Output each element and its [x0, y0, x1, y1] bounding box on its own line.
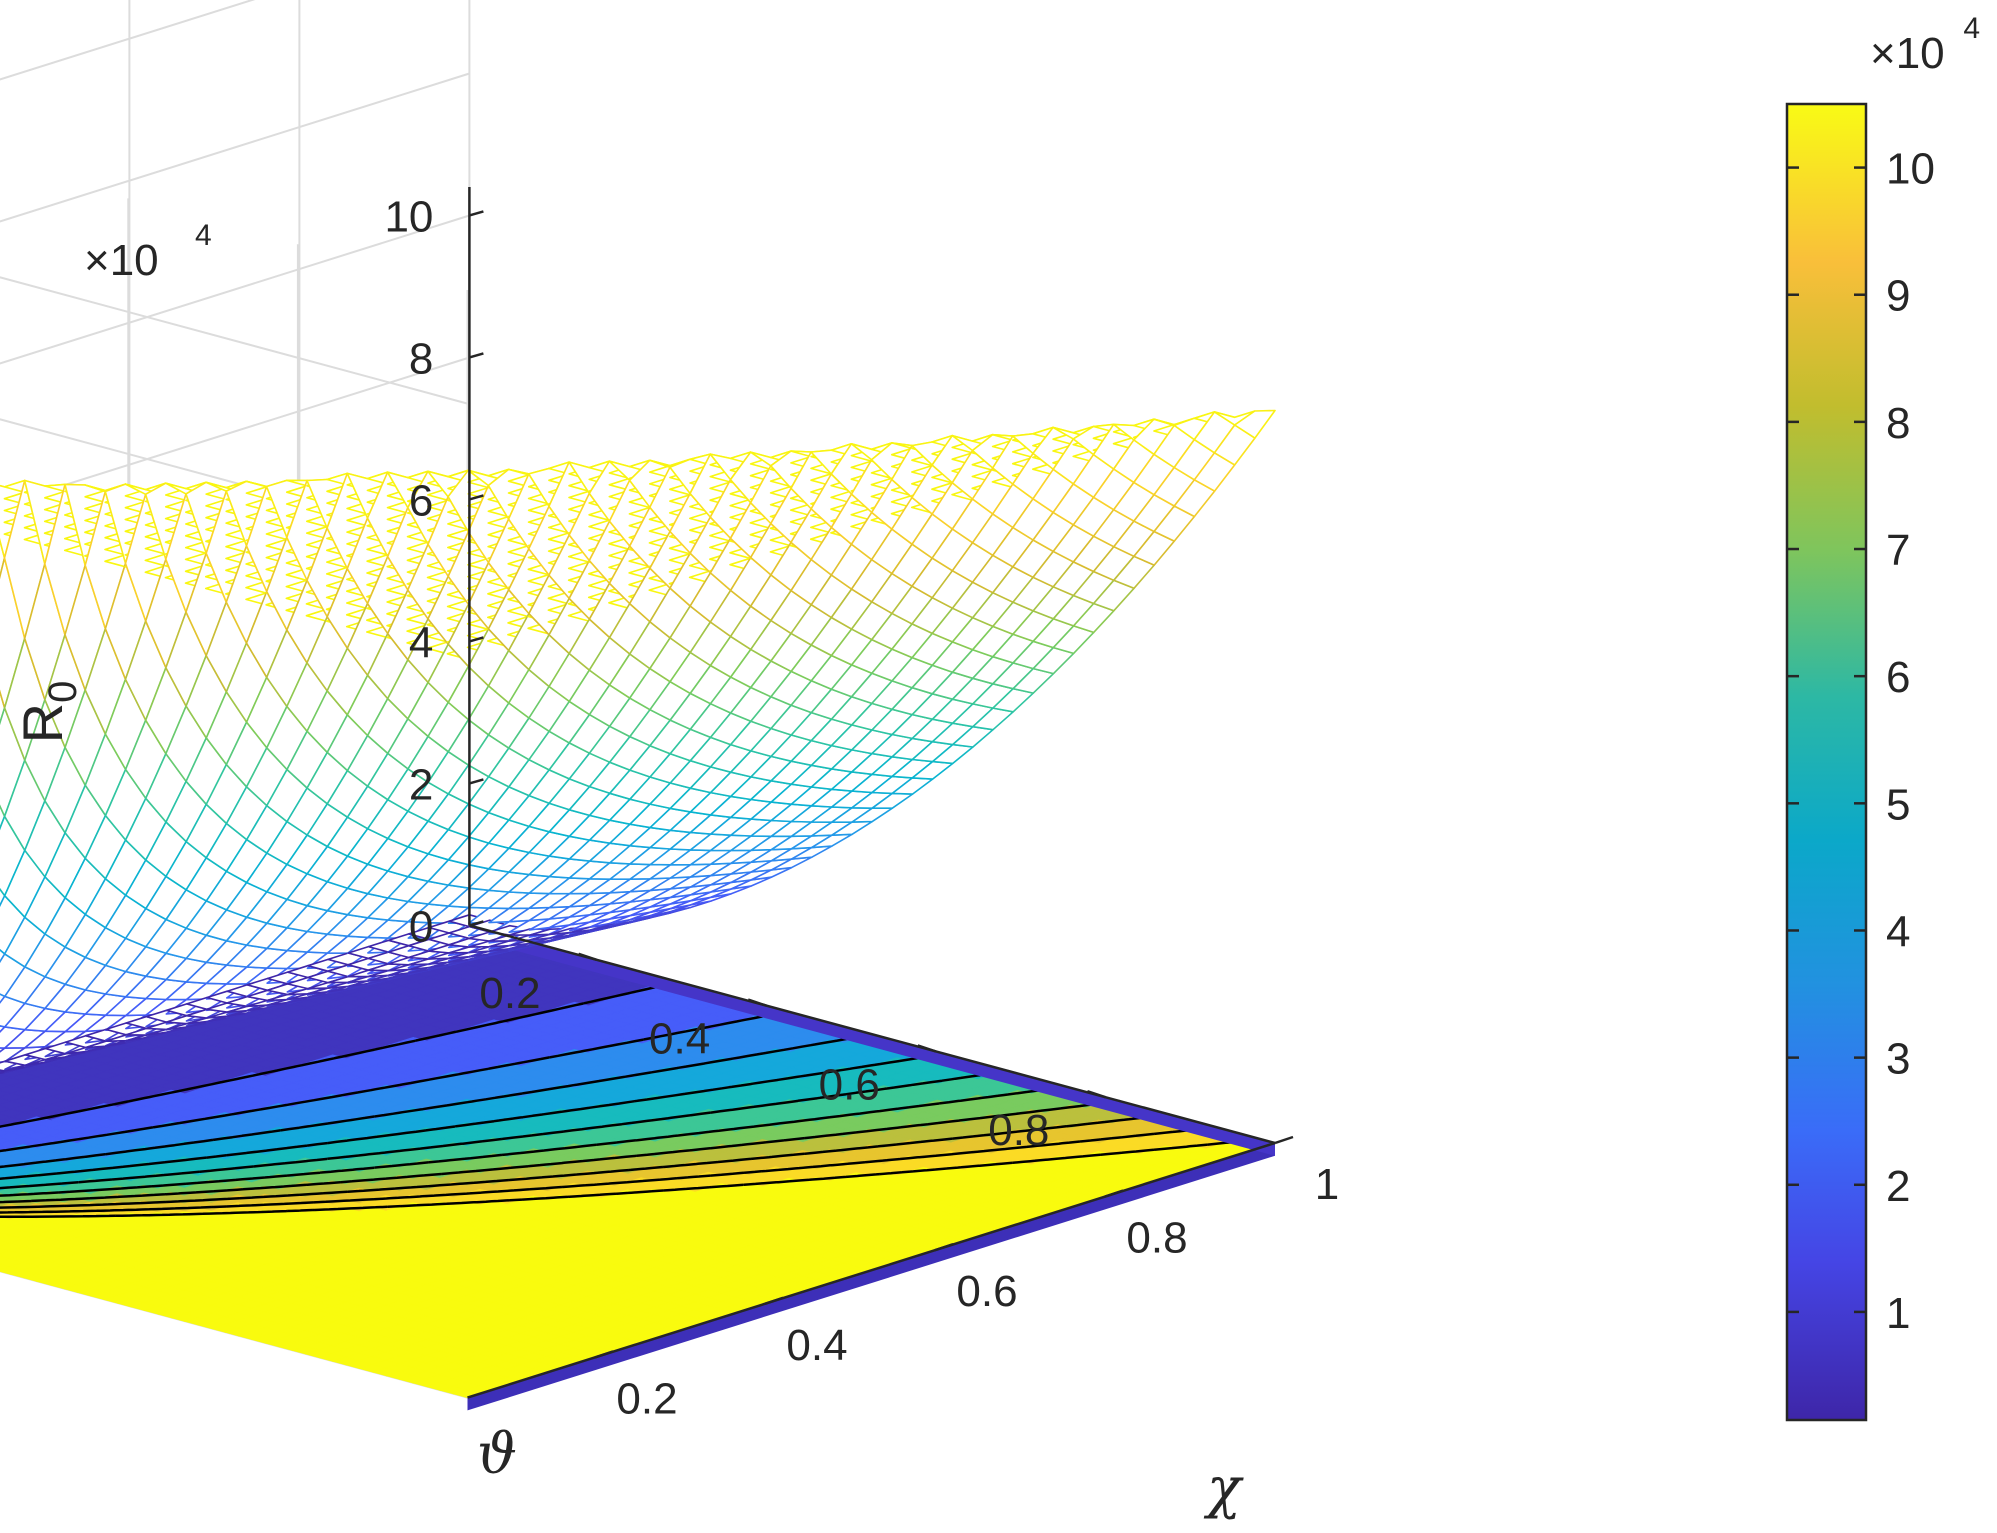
- figure: 02468100.20.40.60.80.20.40.60.81 ×10 4 R…: [0, 0, 1997, 1528]
- chart-svg: 02468100.20.40.60.80.20.40.60.81 ×10 4 R…: [0, 0, 1997, 1528]
